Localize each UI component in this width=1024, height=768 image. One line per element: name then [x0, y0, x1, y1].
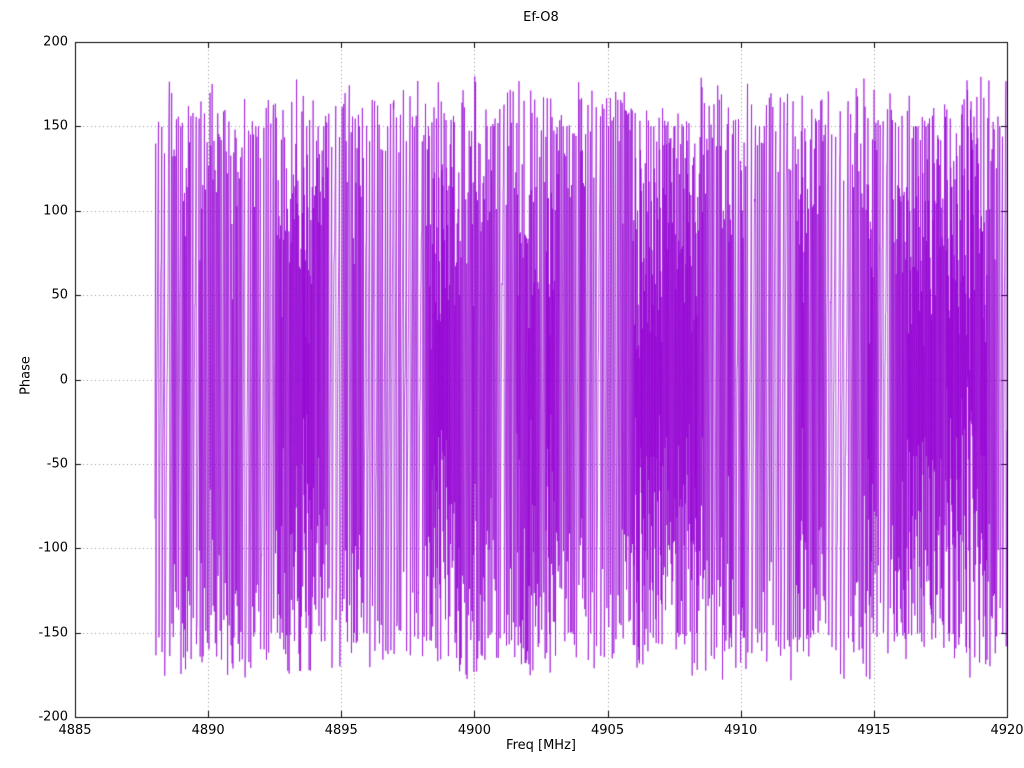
y-tick-label: 50: [51, 287, 68, 303]
x-axis-label: Freq [MHz]: [506, 738, 576, 753]
y-tick-label: 200: [43, 34, 68, 50]
y-tick-label: -50: [46, 456, 68, 472]
x-tick-label: 4885: [58, 723, 92, 738]
y-tick-label: -100: [38, 540, 68, 556]
x-tick-label: 4905: [591, 723, 625, 738]
x-tick-label: 4910: [724, 723, 758, 738]
x-tick-label: 4895: [324, 723, 358, 738]
y-tick-label: 100: [43, 203, 68, 219]
y-tick-label: -150: [38, 625, 68, 641]
y-tick-label: 150: [43, 118, 68, 134]
x-tick-label: 4900: [457, 723, 491, 738]
y-tick-label: -200: [38, 709, 68, 725]
x-tick-label: 4915: [857, 723, 891, 738]
y-tick-label: 0: [59, 372, 68, 387]
x-tick-label: 4920: [990, 723, 1024, 738]
x-tick-label: 4890: [191, 723, 225, 738]
chart-title: Ef-O8: [523, 10, 559, 25]
y-axis-label: Phase: [18, 356, 34, 395]
